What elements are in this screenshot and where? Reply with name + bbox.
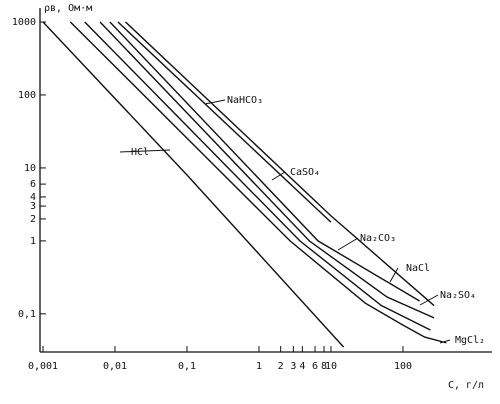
y-tick-label: 1000 (12, 17, 36, 28)
series-label: HCl (131, 147, 149, 158)
data-line (69, 21, 447, 344)
y-tick-label: 0,1 (18, 309, 36, 320)
leader-line (204, 99, 226, 105)
x-tick-label: 0,001 (28, 361, 58, 372)
leader-line (271, 171, 286, 181)
series-label: CaSO₄ (290, 167, 320, 178)
leader-line (439, 339, 451, 344)
y-tick-label: 2 (30, 214, 36, 225)
y-tick-label: 3 (30, 201, 36, 212)
x-tick-label: 8 (321, 361, 327, 372)
x-tick-label: 6 (312, 361, 318, 372)
data-line (99, 21, 435, 319)
series-label: Na₂CO₃ (360, 233, 396, 244)
series-label: NaHCO₃ (227, 95, 263, 106)
y-tick-label: 1 (30, 236, 36, 247)
x-tick-label: 100 (394, 361, 412, 372)
x-tick-label: 4 (299, 361, 305, 372)
y-tick-label: 4 (30, 192, 36, 203)
data-line (84, 21, 431, 331)
series-label: MgCl₂ (455, 335, 485, 346)
series-label: NaCl (406, 263, 430, 274)
data-line (117, 21, 332, 223)
y-tick-label: 10 (24, 163, 36, 174)
y-axis-label: ρв, Ом·м (44, 3, 92, 14)
leader-line (337, 237, 359, 251)
x-tick-label: 0,1 (178, 361, 196, 372)
data-line (42, 21, 345, 348)
data-line (109, 21, 420, 302)
x-tick-label: 2 (278, 361, 284, 372)
x-tick-label: 10 (325, 361, 337, 372)
x-tick-label: 0,01 (103, 361, 127, 372)
x-tick-label: 3 (290, 361, 296, 372)
series-label: Na₂SO₄ (440, 290, 476, 301)
x-tick-label: 1 (256, 361, 262, 372)
leader-line (119, 149, 171, 153)
y-tick-label: 100 (18, 90, 36, 101)
y-tick-label: 6 (30, 179, 36, 190)
data-line (125, 21, 435, 307)
leader-line (419, 294, 439, 306)
x-axis-label: C, г/л (448, 380, 484, 391)
leader-line (389, 267, 399, 283)
